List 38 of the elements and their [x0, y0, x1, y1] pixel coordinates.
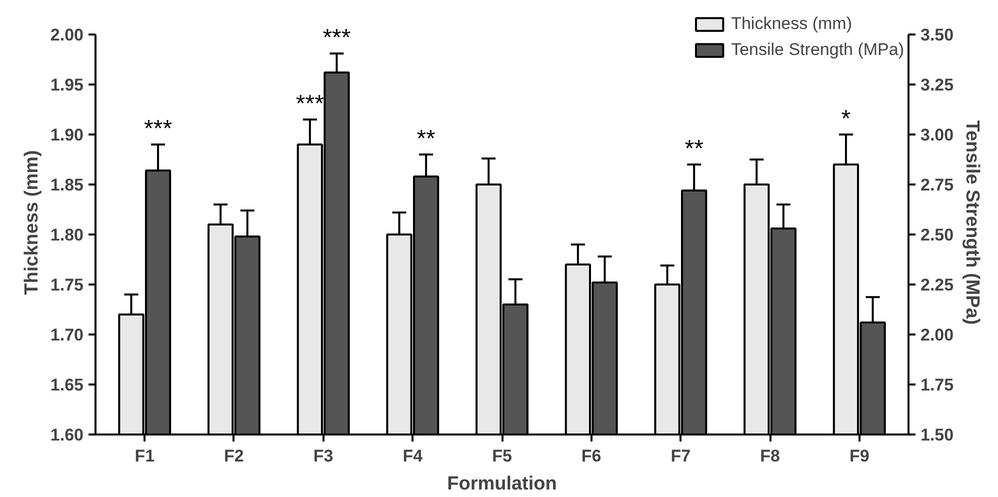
- y2-tick-label: 1.50: [920, 426, 954, 444]
- y-tick-label: 1.90: [50, 126, 84, 144]
- y2-tick-label: 3.50: [920, 26, 954, 44]
- x-tick-label: F6: [581, 446, 602, 466]
- x-tick-label: F1: [134, 446, 155, 466]
- y-tick-label: 1.65: [50, 376, 84, 394]
- y-tick-label: 1.60: [50, 426, 84, 444]
- x-tick-label: F9: [849, 446, 870, 466]
- x-tick-label: F3: [313, 446, 334, 466]
- y-tick-label: 1.75: [50, 276, 84, 294]
- legend-label: Thickness (mm): [731, 14, 852, 34]
- x-tick-label: F4: [402, 446, 424, 466]
- x-tick-label: F5: [492, 446, 512, 466]
- y-tick-label: 1.85: [50, 176, 84, 194]
- y-tick-label: 1.70: [50, 326, 84, 344]
- y2-tick-label: 2.75: [920, 176, 954, 194]
- annotation: ***: [322, 24, 351, 52]
- y-tick-label: 2.00: [50, 26, 84, 44]
- y2-tick-label: 3.25: [920, 76, 954, 94]
- x-axis-title: Formulation: [447, 474, 557, 494]
- annotation: ***: [144, 116, 172, 142]
- annotation: *: [841, 106, 851, 132]
- y2-tick-label: 2.00: [920, 326, 954, 344]
- y2-tick-label: 2.25: [920, 276, 954, 294]
- annotation: **: [684, 136, 704, 162]
- y2-tick-label: 1.75: [920, 376, 954, 394]
- x-tick-label: F7: [670, 446, 691, 466]
- legend-label: Tensile Strength (MPa): [731, 40, 904, 60]
- y-tick-label: 1.95: [50, 76, 84, 94]
- x-tick-label: F2: [224, 446, 244, 466]
- y2-tick-label: 2.50: [920, 226, 954, 244]
- x-tick-label: F8: [760, 446, 780, 466]
- y2-axis-title: Tensile Strength (MPa): [962, 120, 983, 325]
- annotation: ***: [296, 90, 324, 118]
- y-tick-label: 1.80: [50, 226, 84, 244]
- annotation: **: [416, 126, 436, 152]
- y2-tick-label: 3.00: [920, 126, 954, 144]
- y-axis-title: Thickness (mm): [21, 150, 42, 295]
